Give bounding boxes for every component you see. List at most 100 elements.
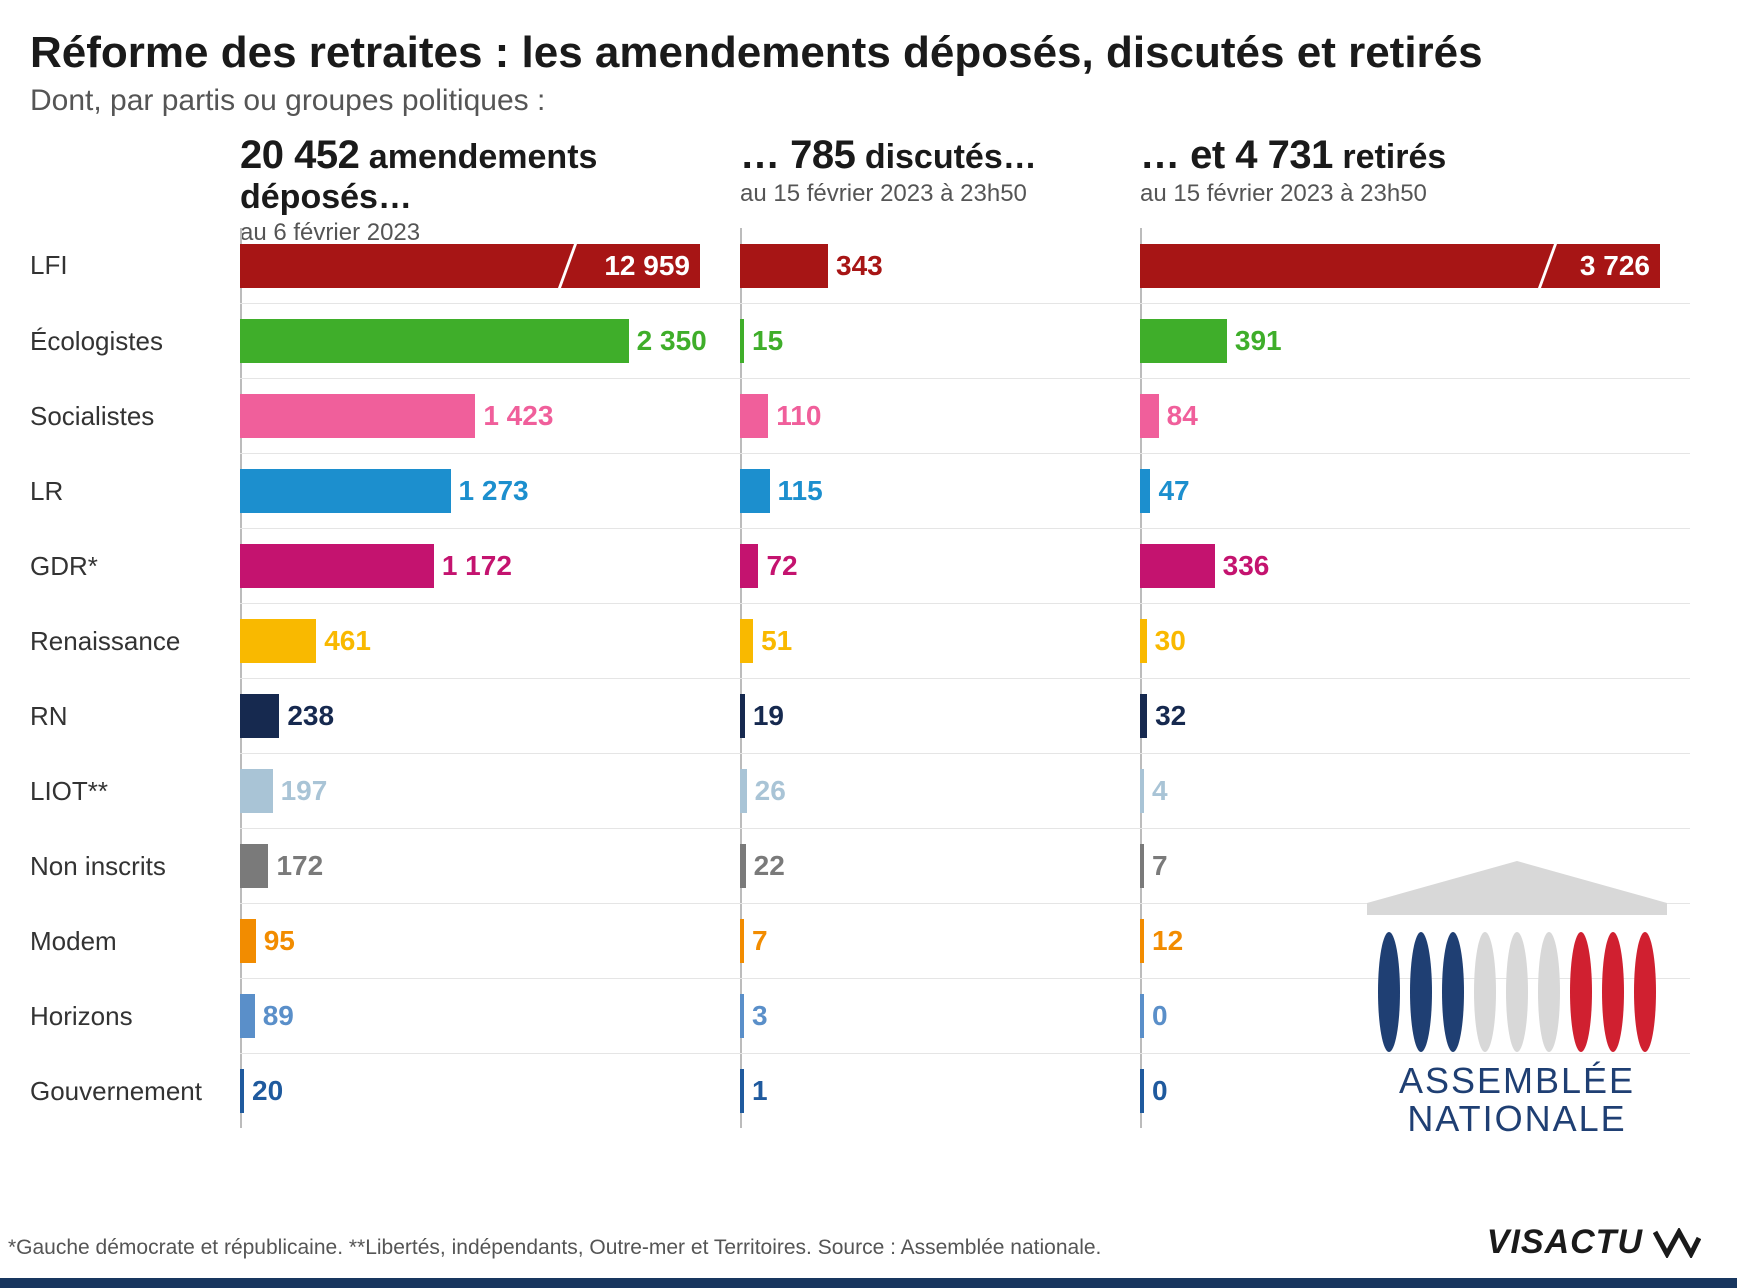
party-name: LR	[30, 476, 63, 507]
bar-row-deposes: 89	[240, 978, 740, 1053]
bar-row-retires: 391	[1140, 303, 1690, 378]
party-name: GDR*	[30, 551, 98, 582]
footnote: *Gauche démocrate et républicaine. **Lib…	[8, 1236, 1101, 1260]
party-row-label: Écologistes	[30, 303, 240, 378]
bar-row-deposes: 1 172	[240, 528, 740, 603]
bar-row-deposes: 461	[240, 603, 740, 678]
assemblee-nationale-logo: ASSEMBLÉE NATIONALE	[1337, 861, 1697, 1138]
bar-retires	[1140, 844, 1144, 888]
logo-roof-icon	[1367, 861, 1667, 921]
bar-row-retires: 84	[1140, 378, 1690, 453]
col-deposes: 20 452 amendements déposés… au 6 février…	[240, 132, 740, 1128]
bar-row-discutes: 115	[740, 453, 1140, 528]
value-retires: 47	[1158, 475, 1189, 507]
header-discutes: … 785 discutés… au 15 février 2023 à 23h…	[740, 132, 1140, 228]
value-retires: 336	[1223, 550, 1270, 582]
bar-discutes	[740, 994, 744, 1038]
bar-row-discutes: 3	[740, 978, 1140, 1053]
logo-column	[1634, 932, 1656, 1052]
bar-deposes	[240, 1069, 244, 1113]
value-deposes: 461	[324, 625, 371, 657]
value-retires: 0	[1152, 1075, 1168, 1107]
bar-row-discutes: 51	[740, 603, 1140, 678]
logo-column	[1378, 932, 1400, 1052]
bar-row-retires: 30	[1140, 603, 1690, 678]
party-row-label: RN	[30, 678, 240, 753]
col-discutes: … 785 discutés… au 15 février 2023 à 23h…	[740, 132, 1140, 1128]
bar-row-deposes: 2 350	[240, 303, 740, 378]
logo-column	[1538, 932, 1560, 1052]
bar-row-discutes: 1	[740, 1053, 1140, 1128]
credit-visactu: VISACTU	[1487, 1223, 1701, 1262]
bar-row-retires: 3 726	[1140, 228, 1690, 303]
bar-deposes	[240, 919, 256, 963]
bar-row-deposes: 20	[240, 1053, 740, 1128]
value-retires: 12	[1152, 925, 1183, 957]
bar-row-deposes: 1 423	[240, 378, 740, 453]
value-retires: 3 726	[1564, 250, 1650, 282]
bar-deposes	[240, 769, 273, 813]
bar-row-deposes: 238	[240, 678, 740, 753]
party-row-label: LIOT**	[30, 753, 240, 828]
bar-discutes	[740, 844, 746, 888]
page-subtitle: Dont, par partis ou groupes politiques :	[30, 84, 1707, 118]
party-row-label: Renaissance	[30, 603, 240, 678]
visactu-icon	[1653, 1228, 1701, 1258]
value-deposes: 1 172	[442, 550, 512, 582]
retires-total: … et 4 731	[1140, 133, 1333, 177]
bar-retires	[1140, 394, 1159, 438]
logo-text-1: ASSEMBLÉE	[1337, 1062, 1697, 1100]
bar-row-deposes: 172	[240, 828, 740, 903]
bar-deposes	[240, 319, 629, 363]
bar-row-retires: 47	[1140, 453, 1690, 528]
logo-column	[1506, 932, 1528, 1052]
value-discutes: 7	[752, 925, 768, 957]
retires-date: au 15 février 2023 à 23h50	[1140, 180, 1690, 208]
bar-row-deposes: 95	[240, 903, 740, 978]
value-deposes: 12 959	[588, 250, 690, 282]
party-row-label: LR	[30, 453, 240, 528]
bar-row-discutes: 110	[740, 378, 1140, 453]
value-discutes: 26	[755, 775, 786, 807]
value-retires: 7	[1152, 850, 1168, 882]
party-name: LIOT**	[30, 776, 108, 807]
bar-retires	[1140, 319, 1227, 363]
credit-text: VISACTU	[1487, 1223, 1643, 1262]
value-retires: 32	[1155, 700, 1186, 732]
bar-row-discutes: 72	[740, 528, 1140, 603]
value-deposes: 172	[276, 850, 323, 882]
col-party-labels: LFIÉcologistesSocialistesLRGDR*Renaissan…	[30, 132, 240, 1128]
header-deposes: 20 452 amendements déposés… au 6 février…	[240, 132, 740, 228]
bar-deposes	[240, 694, 279, 738]
party-row-label: Modem	[30, 903, 240, 978]
party-name: Écologistes	[30, 326, 163, 357]
value-deposes: 197	[281, 775, 328, 807]
bar-discutes	[740, 469, 770, 513]
value-deposes: 95	[264, 925, 295, 957]
bar-retires	[1140, 619, 1147, 663]
bar-discutes	[740, 619, 753, 663]
value-discutes: 72	[766, 550, 797, 582]
bar-discutes	[740, 769, 747, 813]
discutes-total: … 785	[740, 133, 855, 177]
value-retires: 4	[1152, 775, 1168, 807]
discutes-total-text: discutés…	[865, 138, 1037, 176]
value-discutes: 22	[754, 850, 785, 882]
bar-retires	[1140, 994, 1144, 1038]
value-retires: 0	[1152, 1000, 1168, 1032]
value-discutes: 115	[778, 475, 823, 507]
bar-retires: 3 726	[1140, 244, 1660, 288]
party-name: Renaissance	[30, 626, 180, 657]
bar-row-discutes: 7	[740, 903, 1140, 978]
bottom-accent-bar	[0, 1278, 1737, 1288]
value-deposes: 238	[287, 700, 334, 732]
bar-deposes	[240, 619, 316, 663]
bar-retires	[1140, 469, 1150, 513]
bar-retires	[1140, 544, 1215, 588]
bar-deposes	[240, 994, 255, 1038]
bar-deposes	[240, 469, 451, 513]
bar-row-retires: 336	[1140, 528, 1690, 603]
value-deposes: 1 273	[459, 475, 529, 507]
bar-discutes	[740, 694, 745, 738]
bar-deposes: 12 959	[240, 244, 700, 288]
